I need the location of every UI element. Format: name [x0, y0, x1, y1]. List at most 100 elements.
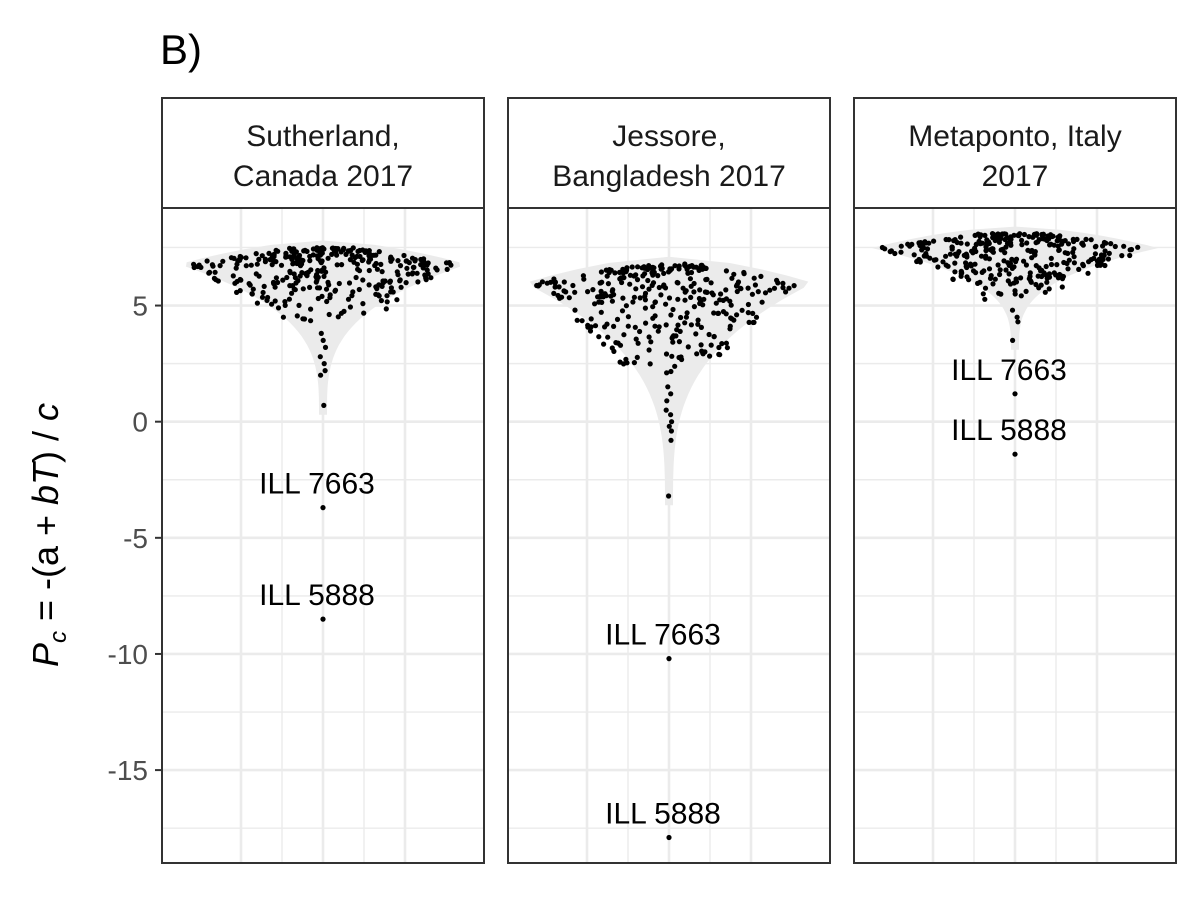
data-point	[596, 334, 602, 340]
data-point	[683, 314, 690, 320]
data-point	[663, 301, 669, 307]
data-point	[325, 255, 331, 261]
data-point	[299, 261, 305, 267]
data-point	[1065, 266, 1071, 272]
data-point	[1035, 273, 1041, 279]
data-point	[791, 283, 797, 289]
data-point	[418, 256, 424, 263]
data-point	[1108, 241, 1114, 247]
outlier-label: ILL 5888	[259, 579, 375, 612]
data-point	[1039, 267, 1045, 273]
data-point	[556, 284, 562, 290]
data-point	[360, 257, 366, 263]
data-point	[259, 294, 266, 300]
data-point	[284, 274, 290, 281]
data-point	[322, 344, 329, 350]
data-point	[345, 296, 352, 302]
data-point	[751, 319, 757, 325]
data-point	[332, 288, 338, 294]
data-point	[922, 239, 928, 245]
outlier-point	[1012, 451, 1018, 457]
data-point	[1053, 272, 1059, 278]
data-point	[771, 285, 778, 291]
data-point	[609, 298, 616, 304]
data-point	[308, 306, 314, 312]
data-point	[1051, 242, 1057, 248]
facet-title: 2017	[982, 160, 1049, 193]
data-point	[379, 269, 385, 275]
data-point	[720, 309, 727, 315]
data-point	[329, 251, 335, 257]
data-point	[1057, 271, 1063, 278]
data-point	[666, 423, 672, 429]
data-point	[670, 306, 676, 313]
data-point	[394, 297, 400, 303]
data-point	[675, 296, 681, 302]
data-point	[1106, 250, 1112, 256]
data-point	[282, 299, 288, 305]
data-point	[617, 359, 623, 365]
data-point	[265, 294, 271, 301]
data-point	[646, 347, 652, 353]
data-point	[210, 263, 216, 269]
data-point	[750, 310, 756, 316]
data-point	[718, 291, 724, 297]
data-point	[652, 323, 658, 329]
facet-panel: ILL 7663 ILL 5888 Jessore, Bangladesh 2017	[507, 97, 831, 864]
data-point	[313, 279, 319, 285]
data-point	[629, 264, 635, 270]
data-point	[1048, 261, 1055, 268]
data-point	[353, 274, 359, 281]
data-point	[325, 279, 331, 285]
data-point	[646, 334, 652, 340]
data-point	[1064, 260, 1070, 267]
data-point	[947, 251, 954, 257]
data-point	[674, 279, 680, 286]
data-point	[424, 262, 430, 268]
data-point	[709, 290, 715, 296]
data-point	[635, 264, 641, 270]
data-point	[387, 279, 393, 285]
data-point	[605, 334, 611, 340]
data-point	[668, 391, 674, 397]
data-point	[269, 262, 275, 268]
data-point	[627, 281, 633, 287]
data-point	[759, 299, 765, 305]
data-point	[552, 279, 559, 285]
data-point	[1059, 284, 1065, 290]
data-point	[931, 238, 937, 244]
data-point	[1015, 319, 1021, 325]
data-point	[1006, 271, 1012, 277]
data-point	[988, 273, 994, 279]
data-point	[1071, 260, 1077, 266]
data-point	[1070, 249, 1076, 255]
facet-panel: ILL 7663 ILL 5888 Metaponto, Italy 2017	[853, 97, 1177, 864]
data-point	[552, 284, 558, 290]
data-point	[315, 256, 321, 262]
data-point	[673, 333, 679, 339]
data-point	[1028, 248, 1034, 254]
data-point	[283, 254, 289, 260]
data-point	[318, 260, 324, 266]
data-point	[633, 336, 639, 342]
data-point	[1062, 238, 1068, 244]
data-point	[1102, 262, 1108, 269]
data-point	[695, 317, 701, 323]
data-point	[1019, 237, 1025, 243]
data-point	[611, 348, 617, 354]
data-point	[703, 277, 709, 283]
data-point	[645, 277, 651, 284]
data-point	[652, 313, 658, 319]
data-point	[996, 290, 1002, 296]
data-point	[909, 241, 915, 247]
data-point	[678, 314, 684, 321]
data-point	[1043, 263, 1049, 270]
data-point	[1055, 234, 1061, 240]
data-point	[1024, 240, 1030, 246]
data-point	[1026, 234, 1032, 240]
data-point	[388, 254, 394, 260]
data-point	[669, 419, 675, 425]
data-point	[587, 328, 594, 334]
data-point	[1021, 258, 1027, 264]
data-point	[943, 236, 949, 243]
